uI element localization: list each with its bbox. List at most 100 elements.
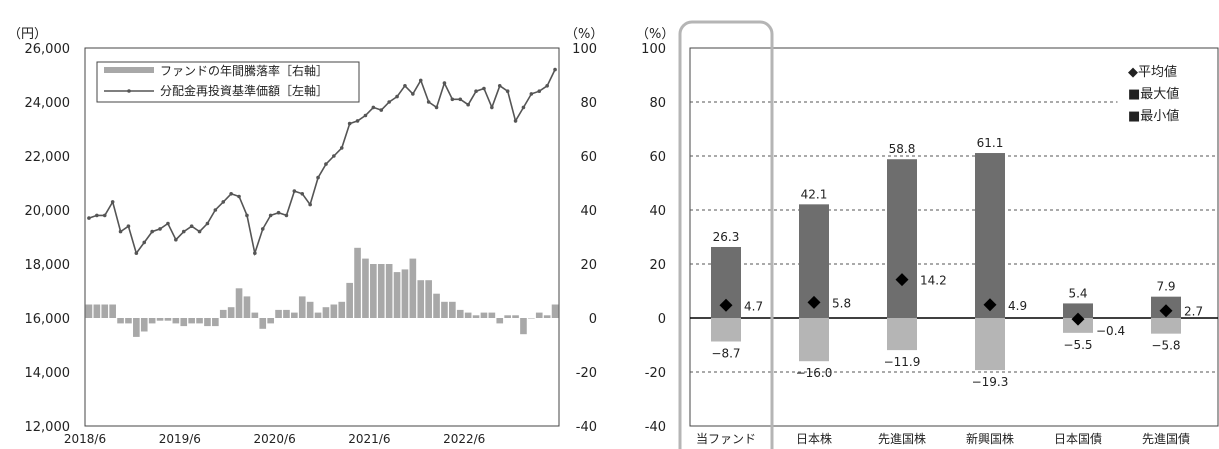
return-bar	[109, 304, 116, 318]
price-point	[197, 229, 202, 234]
return-bar	[409, 258, 417, 318]
bar-y-tick-label: 80	[649, 96, 666, 111]
price-point	[110, 200, 115, 204]
price-point	[537, 89, 542, 93]
return-bar	[156, 318, 164, 321]
avg-value-label: 5.8	[832, 296, 851, 310]
return-bar	[117, 318, 124, 324]
price-point	[339, 146, 344, 150]
avg-marker	[1071, 312, 1085, 326]
price-point	[497, 84, 502, 88]
avg-marker	[807, 295, 821, 309]
category-label: 新興国株	[966, 431, 1014, 446]
left-y-tick-label: 16,000	[25, 312, 71, 327]
return-bar	[354, 247, 361, 318]
return-bar	[441, 301, 448, 318]
legend-line-label: 分配金再投資基準価額［左軸］	[160, 83, 328, 98]
min-bar	[711, 318, 741, 342]
left-axis-unit: （円）	[8, 27, 47, 42]
bar-y-tick-label: 40	[649, 204, 666, 219]
left-y-tick-label: 26,000	[25, 42, 71, 57]
price-point	[142, 240, 147, 245]
price-point	[158, 227, 162, 231]
return-bar	[535, 312, 543, 318]
return-bar	[243, 296, 251, 318]
min-value-label: −5.8	[1151, 339, 1180, 353]
price-point	[395, 94, 399, 99]
return-bar	[346, 282, 353, 318]
return-bar	[338, 301, 346, 318]
legend-bar-swatch	[104, 67, 154, 73]
return-bar	[267, 318, 274, 324]
max-value-label: 58.8	[889, 142, 916, 156]
avg-value-label: −0.4	[1096, 324, 1125, 338]
left-plot-frame	[84, 47, 560, 427]
return-bar	[433, 293, 440, 318]
price-point	[332, 154, 336, 158]
min-value-label: −11.9	[884, 355, 921, 369]
return-bar	[449, 301, 456, 318]
price-point	[300, 192, 305, 196]
left-y-tick-label: 20,000	[25, 204, 71, 219]
bar-chart-bars: 26.3 −8.7 4.7 42.1 −16.0 5.8 58.8 −11.9 14.2 61.1…	[711, 136, 1203, 389]
price-point	[545, 84, 549, 88]
return-bar	[504, 315, 511, 318]
price-point	[371, 105, 376, 110]
price-point	[529, 92, 534, 96]
return-bar	[298, 296, 306, 318]
price-point	[189, 224, 194, 228]
max-value-label: 26.3	[713, 230, 740, 244]
bar-y-tick-label: 60	[649, 150, 666, 165]
return-bar	[496, 318, 504, 324]
right-plot-frame	[689, 47, 1219, 427]
min-value-label: −19.3	[972, 375, 1009, 389]
min-bar	[975, 318, 1005, 371]
avg-marker	[1159, 304, 1173, 318]
x-tick-label: 2022/6	[443, 432, 485, 446]
price-point	[174, 237, 178, 242]
bar-y-tick-label: 0	[658, 312, 666, 327]
price-point	[126, 224, 131, 228]
legend-bar-label: ファンドの年間騰落率［右軸］	[160, 63, 328, 78]
left-legend: ファンドの年間騰落率［右軸］ 分配金再投資基準価額［左軸］	[96, 61, 360, 103]
return-bar	[472, 315, 480, 318]
left-y-tick-label: 18,000	[25, 258, 71, 273]
price-point	[553, 67, 557, 72]
price-point	[379, 108, 384, 112]
price-point	[181, 229, 186, 234]
bar-chart-y-ticks: 100 80 60 40 20 0 -20 -40	[641, 42, 666, 435]
return-bar	[188, 318, 195, 324]
price-point	[134, 251, 139, 255]
min-bar	[799, 318, 829, 362]
left-y-ticks: 26,000 24,000 22,000 20,000 18,000 16,000 14,0…	[25, 42, 71, 435]
min-bar	[1151, 318, 1181, 334]
return-bar	[125, 318, 132, 324]
left-chart: （円） （%） 26,000 24,000 22,000 20,000 18,000 16…	[8, 27, 603, 446]
return-bar	[180, 318, 188, 327]
price-point	[150, 229, 154, 234]
price-point	[458, 97, 463, 102]
return-bar	[227, 307, 235, 318]
price-point	[466, 102, 470, 107]
price-point	[442, 81, 447, 85]
price-point	[316, 175, 320, 180]
right-y-tick-label: 80	[580, 96, 597, 111]
return-bar	[480, 312, 488, 318]
return-bar	[235, 288, 243, 318]
price-point	[521, 105, 526, 110]
min-value-label: −16.0	[796, 366, 833, 380]
right-y-tick-label: 0	[589, 312, 597, 327]
return-bar	[551, 304, 559, 318]
category-label: 先進国株	[878, 431, 926, 446]
return-bar	[456, 309, 464, 318]
bar-chart-unit: （%）	[636, 27, 674, 42]
price-point	[426, 100, 431, 104]
return-bar	[85, 304, 93, 318]
return-bar	[148, 318, 156, 324]
x-ticks: 2018/6 2019/6 2020/6 2021/6 2022/6	[64, 432, 485, 446]
right-y-tick-label: 20	[580, 258, 597, 273]
price-point	[308, 202, 312, 207]
price-point	[450, 97, 455, 102]
return-bar	[275, 309, 282, 318]
return-bar	[291, 312, 298, 318]
